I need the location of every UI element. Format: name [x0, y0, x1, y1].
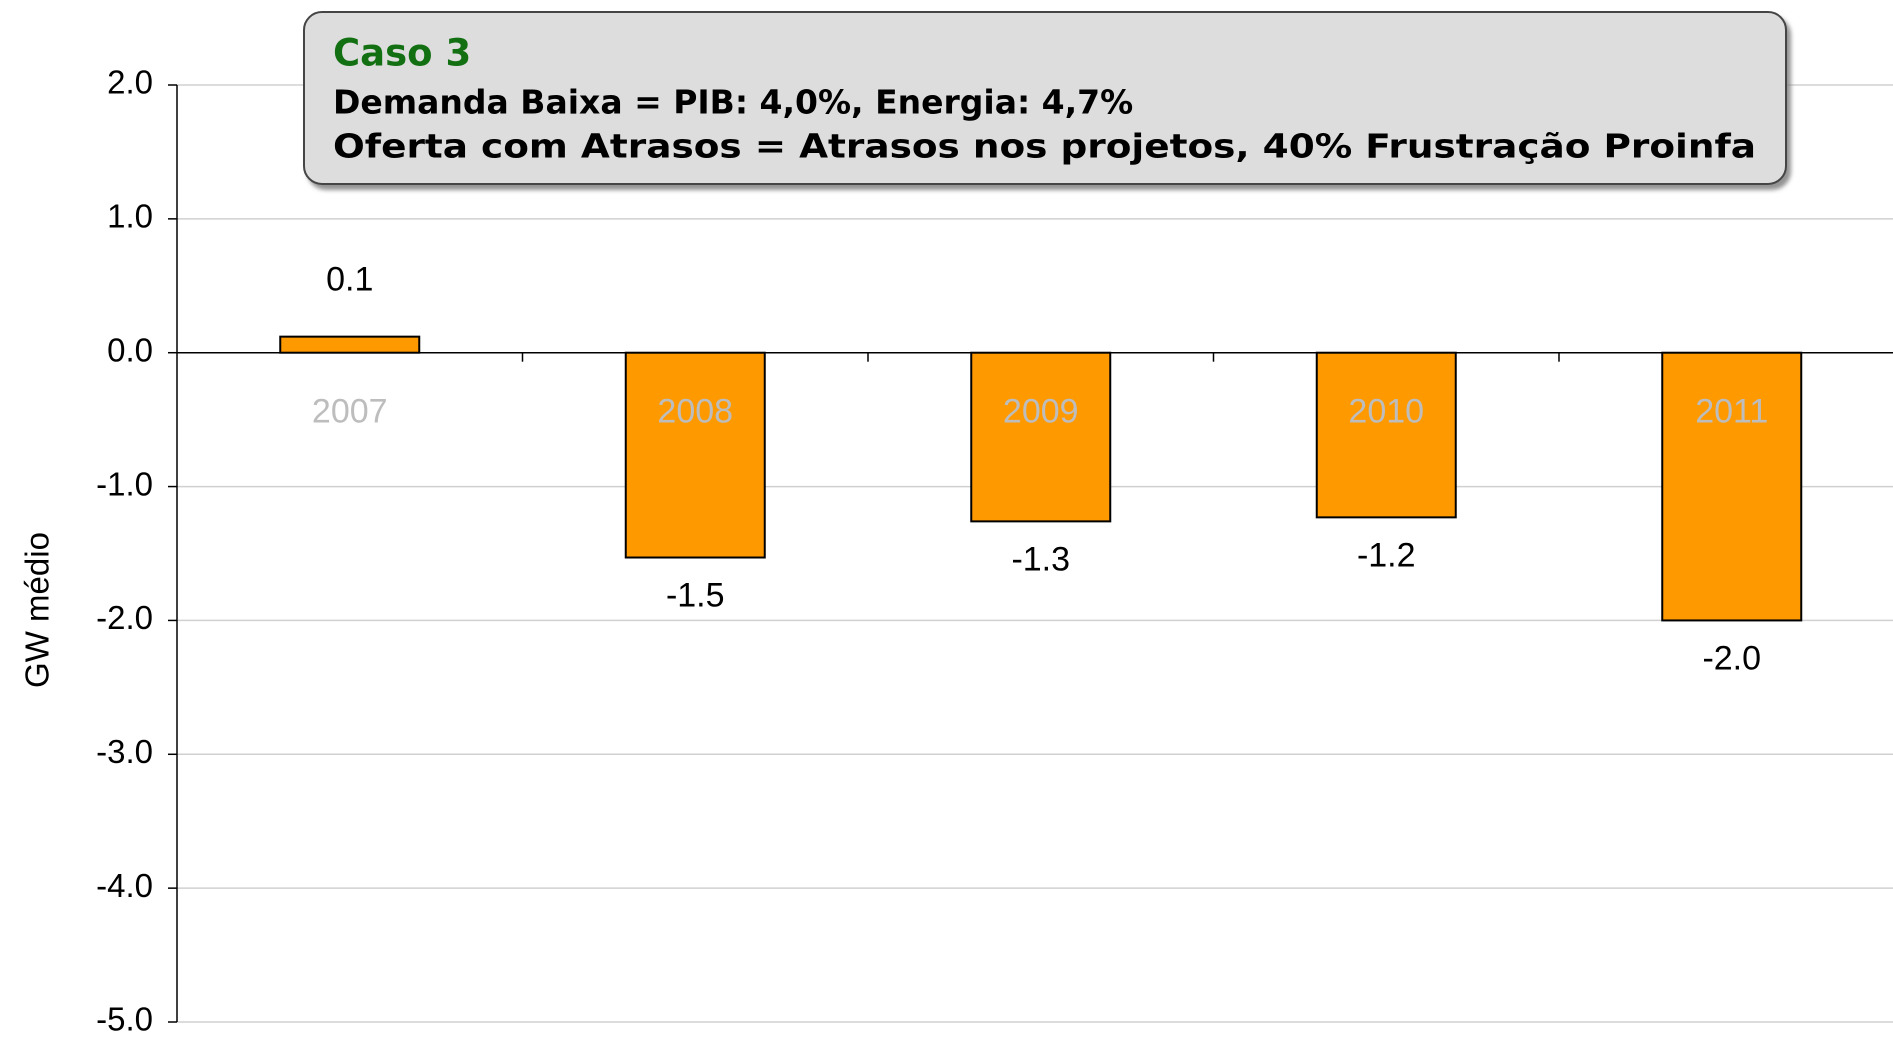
bar — [624, 351, 766, 559]
bar — [970, 351, 1112, 523]
y-axis-label: GW médio — [19, 532, 56, 688]
plot: 2.0 1.0 0.0 -1.0 -2.0 -3.0 -4.0 -5.0 0.1 2007 -1.5… — [96, 64, 1893, 1038]
y-tick-label: -3.0 — [96, 733, 153, 770]
data-label: -2.0 — [1702, 639, 1761, 677]
x-tick-label: 2007 — [312, 393, 388, 431]
y-tick-label: -4.0 — [96, 867, 153, 904]
y-tick-label: -1.0 — [96, 465, 153, 502]
bar — [1661, 351, 1803, 622]
annotation-line: Demanda Baixa = PIB: 4,0%, Energia: 4,7% — [333, 83, 1133, 122]
x-tick-label: 2009 — [1003, 393, 1079, 431]
annotation-box — [303, 11, 1787, 185]
y-tick-label: 2.0 — [107, 64, 153, 101]
y-tick-label: -5.0 — [96, 1001, 153, 1038]
x-tick-label: 2010 — [1348, 393, 1424, 431]
data-label: 0.1 — [326, 261, 373, 299]
x-tick-label: 2008 — [657, 393, 733, 431]
data-label: -1.5 — [666, 577, 725, 615]
annotation-title: Caso 3 — [333, 32, 471, 75]
y-tick-label: 0.0 — [107, 331, 153, 368]
y-tick-label: -2.0 — [96, 599, 153, 636]
data-label: -1.3 — [1011, 540, 1070, 578]
data-label: -1.2 — [1357, 536, 1416, 574]
bar — [279, 335, 421, 354]
annotation-line: Oferta com Atrasos = Atrasos nos projeto… — [333, 127, 1756, 166]
x-tick-label: 2011 — [1695, 393, 1768, 431]
y-tick-label: 1.0 — [107, 198, 153, 235]
bar — [1315, 351, 1457, 519]
